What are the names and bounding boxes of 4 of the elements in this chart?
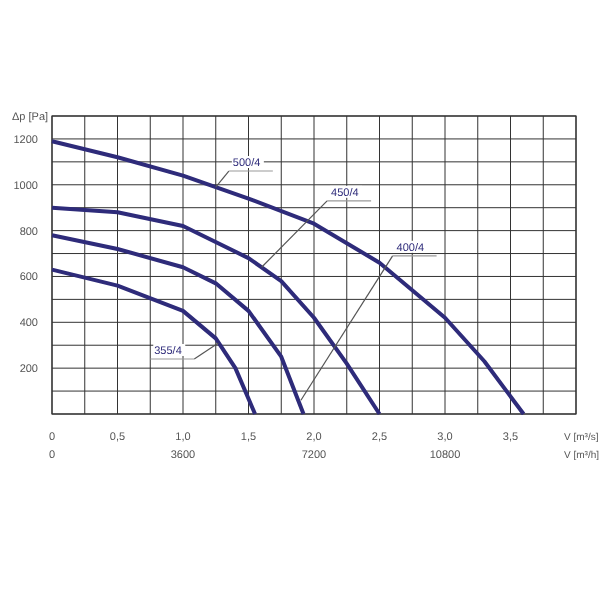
line-series <box>50 233 306 416</box>
line-series <box>50 139 526 416</box>
line-series <box>50 267 258 416</box>
line-series <box>50 205 382 416</box>
